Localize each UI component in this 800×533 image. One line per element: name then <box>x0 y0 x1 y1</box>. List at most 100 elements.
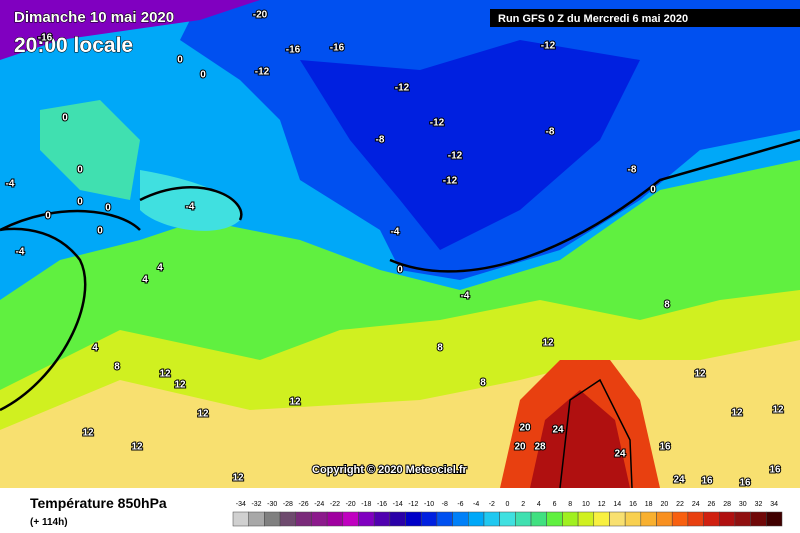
contour-label: 12 <box>131 442 143 453</box>
legend-swatch <box>232 511 249 527</box>
legend-swatch <box>373 511 391 527</box>
contour-label: 0 <box>397 265 403 276</box>
contour-label: -8 <box>628 165 637 176</box>
legend-swatch <box>389 511 406 527</box>
contour-label: 12 <box>289 397 301 408</box>
contour-label: -16 <box>38 33 53 44</box>
legend-label: -32 <box>251 501 261 508</box>
contour-label: -12 <box>430 118 445 129</box>
legend-label: 32 <box>755 501 763 508</box>
legend-swatch <box>515 511 532 527</box>
legend-swatch <box>436 511 453 527</box>
contour-label: -4 <box>186 202 195 213</box>
legend-label: 18 <box>645 501 653 508</box>
legend-swatch <box>640 511 657 527</box>
legend-label: 26 <box>708 501 716 508</box>
legend-label: -22 <box>330 501 340 508</box>
contour-label: 4 <box>92 343 98 354</box>
legend-swatch <box>420 511 438 527</box>
contour-label: 0 <box>45 211 51 222</box>
legend-label: -12 <box>408 501 418 508</box>
legend-swatch <box>593 511 610 527</box>
contour-label: 16 <box>769 465 781 476</box>
legend-swatch <box>750 511 767 527</box>
legend-swatch <box>624 511 642 527</box>
run-box <box>490 9 800 27</box>
contour-label: 12 <box>232 473 244 484</box>
contour-label: 12 <box>694 369 706 380</box>
contour-label: -8 <box>546 127 555 138</box>
contour-label: 4 <box>157 263 163 274</box>
legend-swatch <box>687 511 704 527</box>
legend-swatch <box>734 511 751 527</box>
legend-swatch <box>311 511 328 527</box>
contour-label: 20 <box>514 442 526 453</box>
copyright: Copyright © 2020 Meteociel.fr <box>312 464 468 476</box>
date: Dimanche 10 mai 2020 <box>14 9 174 26</box>
arctic-region <box>0 0 260 60</box>
legend-label: -20 <box>346 501 356 508</box>
legend-swatch <box>295 511 312 527</box>
legend-swatch <box>358 511 375 527</box>
contour-label: -4 <box>461 291 470 302</box>
legend-label: -8 <box>442 501 448 508</box>
legend-swatch <box>546 511 563 527</box>
contour-label: 8 <box>114 362 120 373</box>
contour-label: 0 <box>177 55 183 66</box>
contour-label: 12 <box>542 338 554 349</box>
legend-label: 4 <box>537 501 541 508</box>
contour-label: -12 <box>448 151 463 162</box>
legend-swatch <box>279 511 296 527</box>
legend-label: -14 <box>393 501 403 508</box>
contour-label: 24 <box>552 425 564 436</box>
legend-swatch <box>326 511 344 527</box>
contour-label: -4 <box>16 247 25 258</box>
legend-label: 6 <box>553 501 557 508</box>
legend-label: 0 <box>506 501 510 508</box>
legend-label: 10 <box>582 501 590 508</box>
run: Run GFS 0 Z du Mercredi 6 mai 2020 <box>498 13 688 25</box>
legend-swatch <box>468 511 485 527</box>
contour-label: 0 <box>77 165 83 176</box>
legend-label: -28 <box>283 501 293 508</box>
legend-label: -2 <box>489 501 495 508</box>
legend-label: 2 <box>521 501 525 508</box>
legend-swatch <box>562 511 579 527</box>
contour-label: 28 <box>534 442 546 453</box>
cutoff-low <box>140 170 242 231</box>
legend-label: -26 <box>299 501 309 508</box>
map <box>0 0 800 489</box>
contour-label: 12 <box>159 369 171 380</box>
contour-label: 0 <box>97 226 103 237</box>
legend-label: 30 <box>739 501 747 508</box>
contour-label: 8 <box>437 343 443 354</box>
contour-label: 20 <box>519 423 531 434</box>
contour-label: 12 <box>82 428 94 439</box>
legend-label: -10 <box>424 501 434 508</box>
contour-label: 8 <box>664 300 670 311</box>
legend-label: -6 <box>457 501 463 508</box>
contour-label: 16 <box>739 478 751 489</box>
legend-label: 14 <box>613 501 621 508</box>
legend-label: 34 <box>770 501 778 508</box>
legend-label: -34 <box>236 501 246 508</box>
footer-title: Température 850hPa <box>30 495 167 511</box>
hottest-region <box>530 390 630 488</box>
footer-lead: (+ 114h) <box>30 517 68 528</box>
legend-label: -18 <box>361 501 371 508</box>
legend-swatch <box>405 511 422 527</box>
time: 20:00 locale <box>14 34 133 57</box>
legend-label: -30 <box>267 501 277 508</box>
colder-region <box>300 40 640 250</box>
contour-label: -4 <box>6 179 15 190</box>
legend-swatch <box>483 511 500 527</box>
contour-label: 12 <box>731 408 743 419</box>
legend-swatch <box>577 511 595 527</box>
contour-label: -16 <box>330 43 345 54</box>
contour-label: 4 <box>142 275 148 286</box>
legend-swatch <box>703 511 720 527</box>
legend-swatch <box>671 511 689 527</box>
legend-label: 28 <box>723 501 731 508</box>
contour-label: 24 <box>673 475 685 486</box>
